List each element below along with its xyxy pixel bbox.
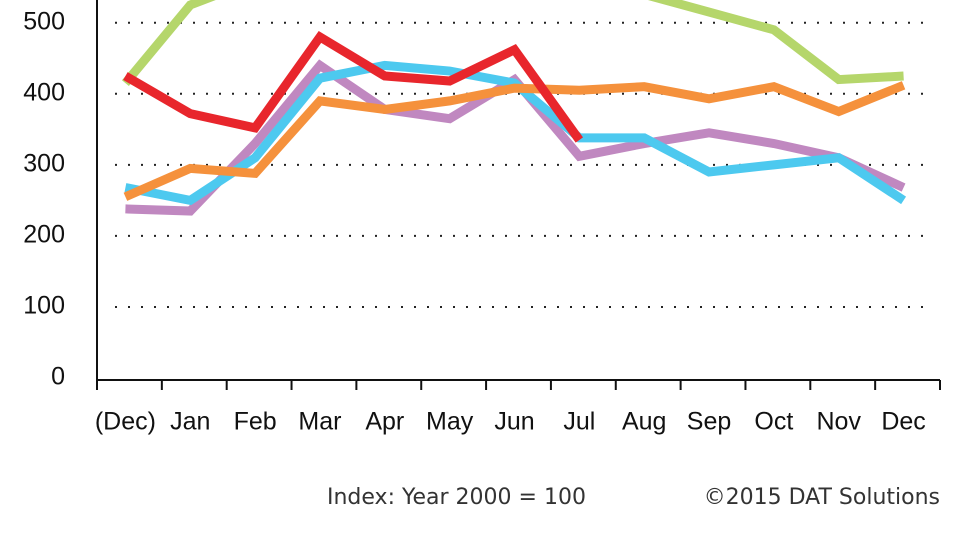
x-tick-label: Nov [816,408,861,436]
x-tick-label: Aug [622,408,666,436]
x-tick-label: Sep [687,408,731,436]
x-tick-label: Jun [494,408,534,436]
x-tick-label: Mar [298,408,341,436]
y-tick-label: 100 [23,292,65,320]
y-tick-label: 200 [23,221,65,249]
y-tick-label: 0 [51,363,65,391]
index-note: Index: Year 2000 = 100 [327,485,586,510]
series-line [121,0,904,87]
x-tick-label: Dec [881,408,925,436]
y-tick-label: 300 [23,149,65,177]
series-line [123,30,584,143]
series-line [124,60,907,206]
y-tick-label: 500 [23,7,65,35]
axes: 0 100 200 300 400 500 (Dec) Jan Feb Mar Apr May Jun J… [23,0,941,436]
x-tick-label: May [426,408,474,436]
copyright: ©2015 DAT Solutions [704,485,940,510]
x-tick-label: Feb [234,408,277,436]
x-tick-label: Jul [563,408,595,436]
x-tick-label: Apr [365,408,404,436]
x-tick-label: Jan [170,408,210,436]
x-tick-label: (Dec) [95,408,156,436]
x-tick-label: Oct [754,408,793,436]
y-tick-label: 400 [23,78,65,106]
plot-area [121,0,907,216]
series-line [123,81,906,201]
